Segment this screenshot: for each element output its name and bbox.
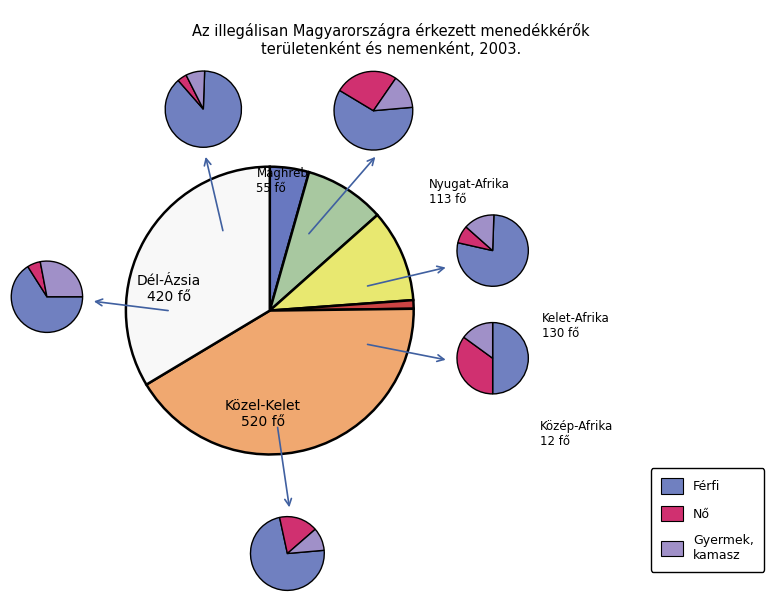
Wedge shape [270,167,309,311]
Wedge shape [11,267,83,332]
Wedge shape [270,300,414,311]
Wedge shape [458,227,493,251]
Wedge shape [280,517,315,554]
Wedge shape [493,322,529,394]
Wedge shape [40,261,83,297]
Wedge shape [28,262,47,297]
Text: Maghreb
55 fő: Maghreb 55 fő [256,167,308,196]
Wedge shape [250,517,325,590]
Wedge shape [186,71,205,109]
Wedge shape [126,167,270,384]
Wedge shape [374,78,413,111]
Wedge shape [146,309,414,454]
Wedge shape [288,530,325,554]
Wedge shape [457,215,529,286]
Wedge shape [339,71,396,111]
Legend: Férfi, Nő, Gyermek,
kamasz: Férfi, Nő, Gyermek, kamasz [651,469,764,572]
Wedge shape [178,75,203,109]
Wedge shape [464,322,493,358]
Wedge shape [334,90,413,150]
Text: Közép-Afrika
12 fő: Közép-Afrika 12 fő [540,420,613,448]
Wedge shape [270,172,378,311]
Text: Közel-Kelet
520 fő: Közel-Kelet 520 fő [224,399,300,429]
Text: Dél-Ázsia
420 fő: Dél-Ázsia 420 fő [137,274,201,304]
Text: Nyugat-Afrika
113 fő: Nyugat-Afrika 113 fő [429,178,509,207]
Wedge shape [270,215,414,311]
Wedge shape [457,337,493,394]
Wedge shape [165,71,242,148]
Wedge shape [466,215,494,251]
Text: Kelet-Afrika
130 fő: Kelet-Afrika 130 fő [542,312,610,341]
Text: Az illegálisan Magyarországra érkezett menedékkérők
területenként és nemenként, : Az illegálisan Magyarországra érkezett m… [192,23,590,57]
